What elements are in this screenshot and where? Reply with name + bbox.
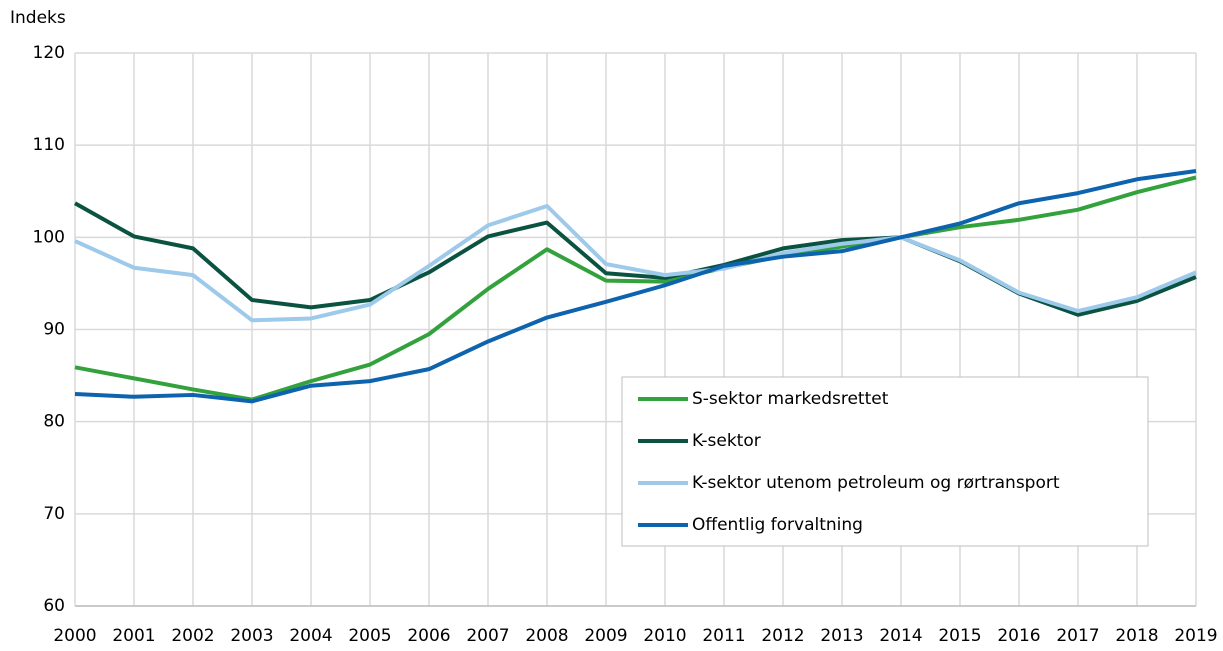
x-tick-label: 2004 xyxy=(289,626,332,646)
y-tick-label: 100 xyxy=(33,227,65,247)
x-tick-label: 2000 xyxy=(53,626,96,646)
x-tick-label: 2019 xyxy=(1174,626,1217,646)
x-tick-label: 2006 xyxy=(407,626,450,646)
legend-label: S-sektor markedsrettet xyxy=(692,389,889,409)
legend-box xyxy=(621,376,1149,547)
y-tick-label: 80 xyxy=(43,412,65,432)
x-tick-label: 2010 xyxy=(643,626,686,646)
legend-label: Offentlig forvaltning xyxy=(692,515,863,535)
x-tick-label: 2012 xyxy=(761,626,804,646)
legend-label: K-sektor utenom petroleum og rørtranspor… xyxy=(692,473,1060,493)
x-tick-label: 2014 xyxy=(879,626,922,646)
line-series xyxy=(74,175,1197,402)
x-tick-label: 2016 xyxy=(997,626,1040,646)
x-tick-label: 2003 xyxy=(230,626,273,646)
y-tick-label: 60 xyxy=(43,596,65,616)
x-tick-label: 2011 xyxy=(702,626,745,646)
x-tick-label: 2013 xyxy=(820,626,863,646)
x-tick-label: 2007 xyxy=(466,626,509,646)
x-tick-label: 2015 xyxy=(938,626,981,646)
x-tick-label: 2005 xyxy=(348,626,391,646)
x-tick-label: 2008 xyxy=(525,626,568,646)
legend-label: K-sektor xyxy=(692,431,761,451)
line-series xyxy=(74,168,1197,404)
y-axis-label: Indeks xyxy=(10,8,66,28)
x-tick-label: 2017 xyxy=(1056,626,1099,646)
x-tick-label: 2002 xyxy=(171,626,214,646)
x-tick-label: 2009 xyxy=(584,626,627,646)
y-tick-label: 110 xyxy=(33,135,65,155)
x-tick-label: 2001 xyxy=(112,626,155,646)
line-series xyxy=(74,203,1197,323)
y-tick-label: 70 xyxy=(43,504,65,524)
y-tick-label: 120 xyxy=(33,43,65,63)
x-tick-label: 2018 xyxy=(1115,626,1158,646)
y-tick-label: 90 xyxy=(43,320,65,340)
